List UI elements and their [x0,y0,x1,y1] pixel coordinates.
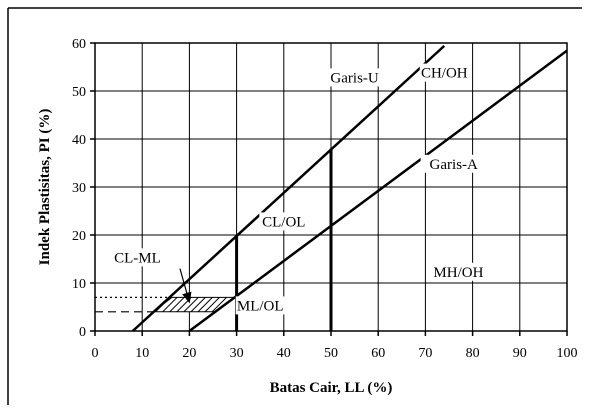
y-tick-label-20: 20 [72,229,86,244]
y-tick-label-10: 10 [72,277,86,292]
x-tick-label-100: 100 [557,346,578,361]
annotation-garis-a: Garis-A [430,157,478,173]
y-tick-label-30: 30 [72,181,86,196]
x-tick-label-50: 50 [324,346,338,361]
annotation-bg-garis-a [420,154,487,173]
series-line-garis-a [188,49,568,333]
x-tick-label-90: 90 [513,346,527,361]
x-tick-label-0: 0 [92,346,99,361]
annotation-ch-oh: CH/OH [421,66,468,82]
x-tick-label-40: 40 [277,346,291,361]
annotation-bg-garis-u [321,68,388,87]
annotation-garis-u: Garis-U [330,70,378,86]
cl-ml-arrow [179,268,192,304]
y-tick-label-50: 50 [72,85,86,100]
annotations: Garis-U CH/OH Garis-A CL/OL CL-ML MH/OH ML/OL [112,63,487,315]
x-tick-label-20: 20 [182,346,196,361]
annotation-cl-ol: CL/OL [262,214,305,230]
annotation-bg-mh-oh [433,262,483,281]
annotation-bg-ml-ol [235,296,285,315]
series-line-garis-u [131,44,446,332]
x-tick-label-30: 30 [230,346,244,361]
annotation-cl-ml: CL-ML [114,250,161,266]
annotation-ml-ol: ML/OL [237,298,284,314]
annotation-bg-ch-oh [419,63,469,82]
y-tick-label-40: 40 [72,133,86,148]
x-tick-label-80: 80 [466,346,480,361]
y-tick-label-0: 0 [79,325,86,340]
annotation-bg-cl-ol [259,212,309,231]
x-tick-label-60: 60 [371,346,385,361]
annotation-bg-cl-ml [112,248,162,267]
x-tick-label-10: 10 [135,346,149,361]
y-axis-title: Indek Plastisitas, PI (%) [37,109,53,266]
x-axis-title: Batas Cair, LL (%) [270,380,393,396]
y-tick-label-60: 60 [72,37,86,52]
x-tick-label-70: 70 [418,346,432,361]
plot-frame [94,42,568,332]
tick-labels: 0 10 20 30 40 50 60 70 80 90 100 0 10 20 30 40 50 60 [72,37,578,361]
annotation-mh-oh: MH/OH [433,265,483,281]
